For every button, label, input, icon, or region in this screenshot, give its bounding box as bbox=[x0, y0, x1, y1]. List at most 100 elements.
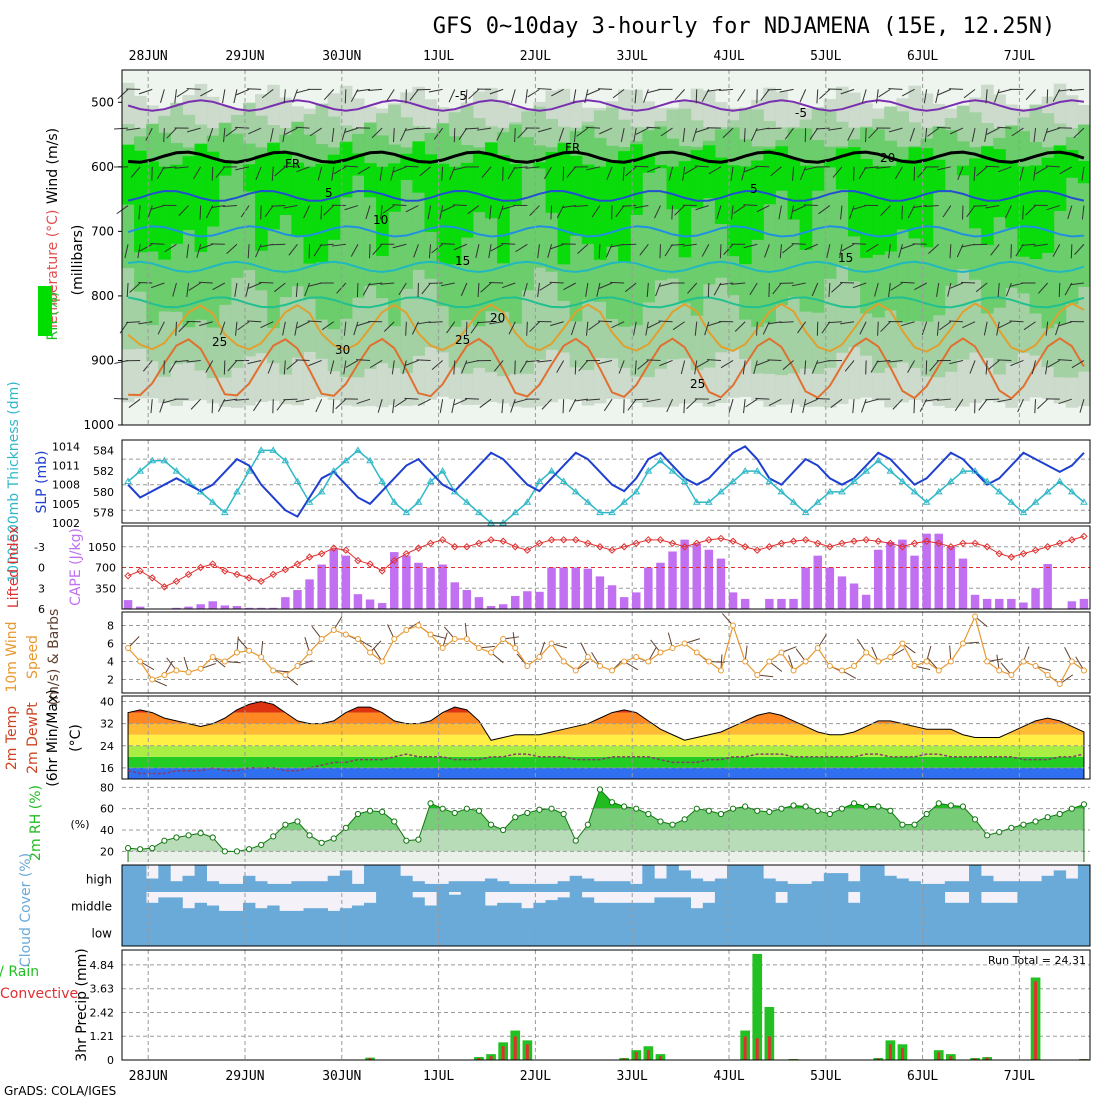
wind10m-tick-label: 2 bbox=[107, 674, 114, 687]
lifted-index-point bbox=[414, 544, 423, 552]
cape-bar bbox=[559, 567, 568, 609]
wind-barb bbox=[380, 282, 395, 285]
cape-bar bbox=[1031, 588, 1040, 609]
wind-barb bbox=[320, 205, 323, 220]
rh2m-point bbox=[330, 835, 337, 842]
cloud-high-bar bbox=[642, 865, 655, 892]
rh-cell bbox=[908, 147, 922, 239]
rh-cell bbox=[218, 162, 232, 176]
rh-cell bbox=[424, 154, 438, 232]
cloud-high-bar bbox=[1029, 881, 1042, 892]
wind-barb bbox=[770, 166, 782, 177]
wind-barb bbox=[743, 128, 746, 143]
wind-barb bbox=[664, 244, 673, 257]
rh-cell bbox=[811, 140, 825, 313]
rh-cell bbox=[654, 164, 667, 169]
wind-barb bbox=[489, 88, 504, 95]
wind-barb bbox=[479, 398, 492, 408]
thickness-point bbox=[450, 487, 459, 495]
wind-barb bbox=[682, 128, 686, 143]
wind-barb bbox=[570, 321, 577, 336]
rh2m-point bbox=[306, 832, 313, 839]
wind-barb bbox=[541, 398, 552, 410]
lifted-index-point bbox=[281, 565, 290, 574]
wind-barb bbox=[998, 166, 1012, 173]
wind10m-panel: 10m Wind Speed (m/s) & Barbs 2 4 6 8 bbox=[4, 609, 1091, 705]
wind10m-point bbox=[947, 658, 954, 665]
wind-barb bbox=[809, 127, 819, 140]
wind-barb bbox=[1010, 359, 1024, 367]
wind-barb bbox=[634, 205, 649, 209]
wind-barb bbox=[852, 242, 867, 245]
temp-bands bbox=[128, 701, 1084, 779]
cloud-middle-bar bbox=[448, 894, 462, 919]
wind10m-point bbox=[306, 649, 313, 656]
wind-barb bbox=[235, 126, 250, 129]
rh-cell bbox=[230, 133, 244, 278]
wind-barb bbox=[283, 205, 298, 209]
thickness-point bbox=[535, 477, 544, 484]
wind-barb bbox=[672, 321, 685, 331]
lifted-index-point bbox=[293, 560, 302, 568]
wind-barb bbox=[371, 127, 383, 139]
cape-bar bbox=[244, 607, 254, 609]
wind-barb bbox=[764, 244, 770, 258]
wind-barb bbox=[1035, 166, 1048, 175]
wind-barb bbox=[514, 128, 516, 143]
bottom-date-label: 6JUL bbox=[907, 1069, 938, 1084]
cloud-low-bar bbox=[823, 919, 837, 946]
wind-barb bbox=[782, 243, 794, 254]
cape-ylabel: CAPE (J/kg) bbox=[68, 528, 84, 606]
thickness-point bbox=[620, 498, 629, 505]
wind-barb bbox=[598, 244, 601, 259]
cape-bar bbox=[644, 567, 653, 609]
cape-bar bbox=[970, 594, 980, 609]
rh-cell bbox=[872, 165, 885, 255]
wind-barb bbox=[827, 321, 842, 324]
wind-barb bbox=[405, 205, 419, 213]
cloud-high-bar bbox=[243, 875, 256, 892]
bottom-date-label: 7JUL bbox=[1004, 1069, 1035, 1084]
cloud-low-bar bbox=[279, 919, 292, 946]
isotherm-label: 15 bbox=[838, 251, 853, 265]
wind-barb bbox=[1071, 360, 1085, 369]
cloud-middle-bar bbox=[630, 902, 643, 919]
cloud-high-bar bbox=[315, 881, 328, 892]
wind-barb bbox=[907, 360, 915, 373]
wind-barb bbox=[670, 243, 685, 246]
cape-bar bbox=[861, 594, 871, 609]
cloud-high-bar bbox=[146, 878, 159, 892]
cape-bar bbox=[656, 562, 665, 609]
cloud-low-bar bbox=[932, 919, 946, 946]
cloud-low-bar bbox=[315, 919, 328, 946]
wind-barb bbox=[868, 127, 879, 139]
wind-barb bbox=[489, 205, 492, 220]
wind-barb bbox=[550, 205, 553, 220]
wind-barb bbox=[295, 398, 310, 403]
thickness-point bbox=[511, 508, 520, 516]
wind-barb bbox=[519, 360, 528, 373]
thickness-point bbox=[305, 498, 314, 505]
wind-barb bbox=[551, 88, 564, 97]
rh-cell bbox=[775, 146, 788, 191]
cloud-middle-bar bbox=[194, 902, 207, 919]
rh-cell bbox=[351, 153, 365, 176]
wind-barb bbox=[963, 88, 976, 99]
cloud-low-bar bbox=[872, 919, 885, 946]
rh2m-point bbox=[270, 833, 277, 840]
cloud-low-bar bbox=[339, 919, 353, 946]
wind-barb bbox=[876, 359, 891, 363]
top-date-label: 3JUL bbox=[617, 49, 648, 64]
wind-barb bbox=[852, 399, 855, 414]
cloud-high-bar bbox=[472, 881, 486, 892]
lifted-index-point bbox=[693, 539, 701, 547]
cloud-high-bar bbox=[134, 865, 147, 892]
slp-tick-label: 1011 bbox=[52, 460, 80, 473]
cloud-middle-bar bbox=[1065, 892, 1079, 919]
lifted-index-point bbox=[608, 546, 616, 554]
wind-barb bbox=[550, 243, 564, 250]
lifted-index-point bbox=[596, 543, 604, 551]
isotherm-15 bbox=[127, 260, 1085, 274]
wind10m-point bbox=[778, 649, 785, 656]
cloud-middle-bar bbox=[799, 892, 812, 919]
